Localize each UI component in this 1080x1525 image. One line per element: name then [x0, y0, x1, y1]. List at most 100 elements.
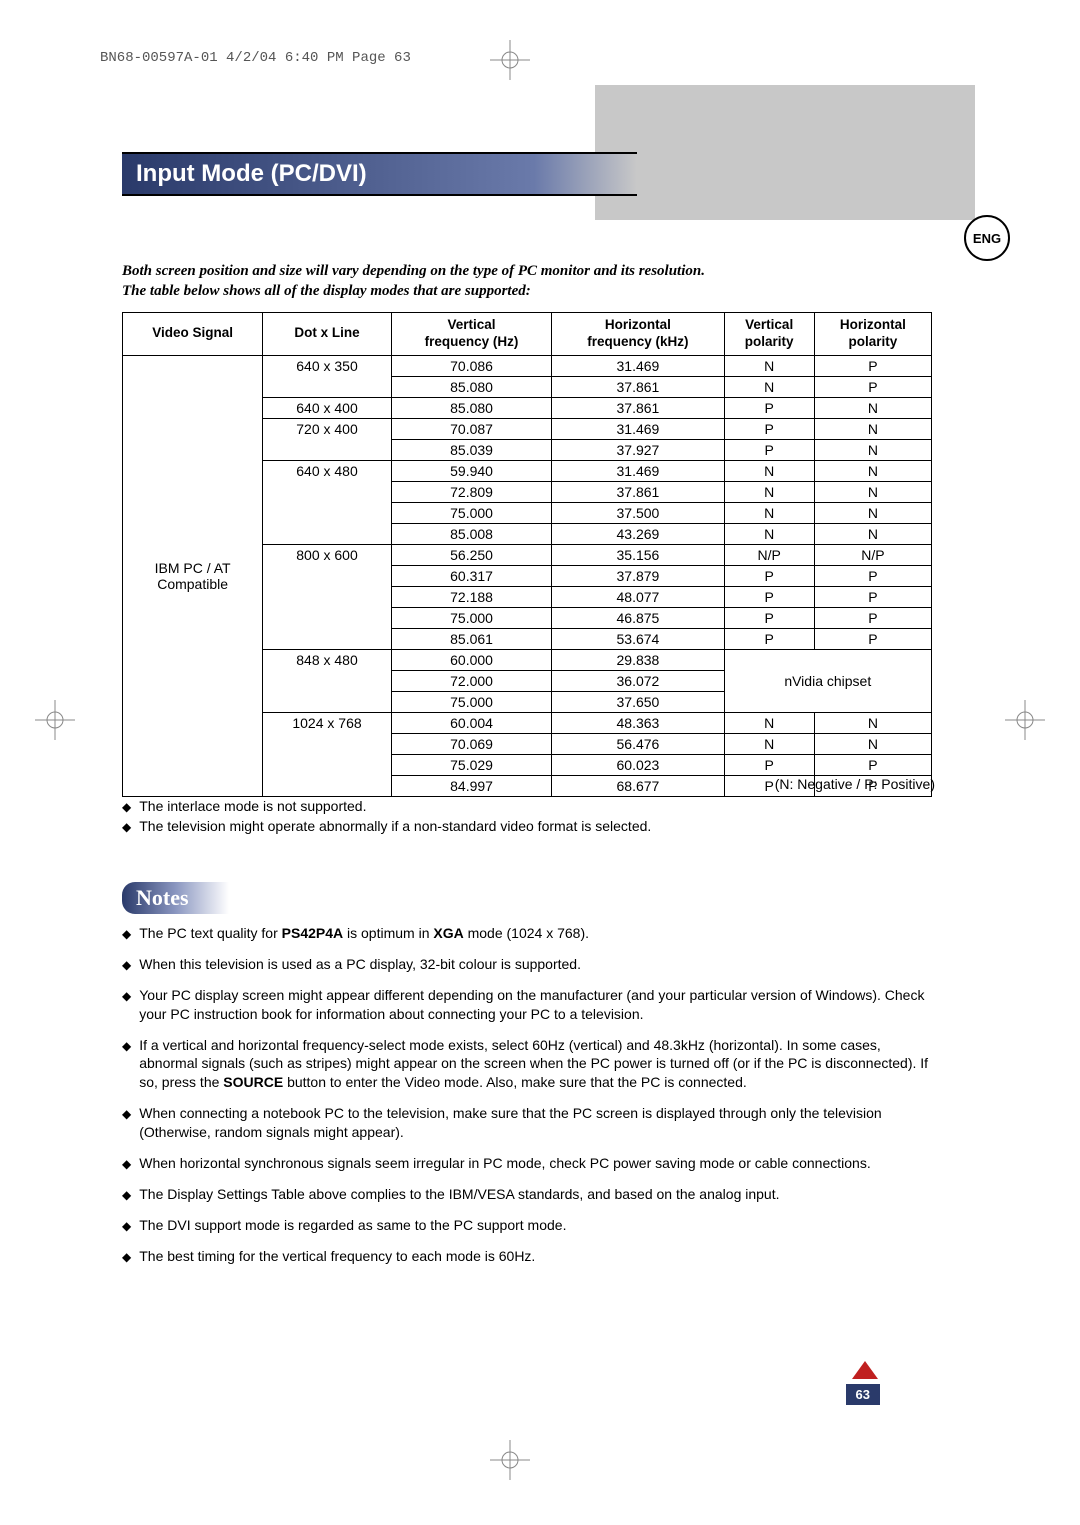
- hfreq-cell: 43.269: [552, 523, 724, 544]
- hpol-cell: P: [814, 376, 931, 397]
- notes-heading: Notes: [122, 882, 229, 914]
- diamond-icon: ◆: [122, 1036, 131, 1093]
- hpol-cell: N: [814, 733, 931, 754]
- hfreq-cell: 56.476: [552, 733, 724, 754]
- hfreq-cell: 48.363: [552, 712, 724, 733]
- table-header: Horizontalfrequency (kHz): [552, 313, 724, 356]
- vfreq-cell: 84.997: [391, 775, 552, 796]
- polarity-legend: (N: Negative / P: Positive): [775, 776, 935, 792]
- vfreq-cell: 56.250: [391, 544, 552, 565]
- hpol-cell: P: [814, 565, 931, 586]
- hfreq-cell: 37.927: [552, 439, 724, 460]
- hfreq-cell: 37.879: [552, 565, 724, 586]
- hfreq-cell: 48.077: [552, 586, 724, 607]
- hfreq-cell: 35.156: [552, 544, 724, 565]
- vpol-cell: N: [724, 376, 814, 397]
- hfreq-cell: 29.838: [552, 649, 724, 670]
- intro-line1: Both screen position and size will vary …: [122, 263, 705, 279]
- dot-line-cell: 720 x 400: [263, 418, 392, 460]
- hpol-cell: N: [814, 418, 931, 439]
- dot-line-cell: 640 x 400: [263, 397, 392, 418]
- crop-mark-right: [1005, 700, 1045, 740]
- note-text: When connecting a notebook PC to the tel…: [139, 1104, 937, 1142]
- hfreq-cell: 31.469: [552, 418, 724, 439]
- vpol-cell: P: [724, 607, 814, 628]
- dot-line-cell: 1024 x 768: [263, 712, 392, 796]
- page-number: 63: [846, 1384, 880, 1405]
- crop-mark-left: [35, 700, 75, 740]
- vpol-cell: P: [724, 418, 814, 439]
- note-text: The Display Settings Table above complie…: [139, 1185, 779, 1204]
- vfreq-cell: 60.000: [391, 649, 552, 670]
- hfreq-cell: 37.861: [552, 376, 724, 397]
- hfreq-cell: 46.875: [552, 607, 724, 628]
- modes-table: Video SignalDot x LineVerticalfrequency …: [122, 312, 932, 797]
- note-item: ◆The PC text quality for PS42P4A is opti…: [122, 924, 937, 943]
- vpol-cell: N: [724, 712, 814, 733]
- diamond-icon: ◆: [122, 1104, 131, 1142]
- modes-table-wrap: Video SignalDot x LineVerticalfrequency …: [122, 312, 932, 797]
- vfreq-cell: 72.000: [391, 670, 552, 691]
- hpol-cell: N: [814, 397, 931, 418]
- nvidia-cell: nVidia chipset: [724, 649, 931, 712]
- intro-text: Both screen position and size will vary …: [122, 262, 932, 301]
- table-header: Verticalpolarity: [724, 313, 814, 356]
- hpol-cell: N/P: [814, 544, 931, 565]
- hfreq-cell: 36.072: [552, 670, 724, 691]
- vpol-cell: N: [724, 355, 814, 376]
- table-header: Horizontalpolarity: [814, 313, 931, 356]
- diamond-icon: ◆: [122, 986, 131, 1024]
- diamond-icon: ◆: [122, 800, 131, 814]
- vfreq-cell: 85.080: [391, 376, 552, 397]
- dot-line-cell: 800 x 600: [263, 544, 392, 649]
- diamond-icon: ◆: [122, 1216, 131, 1235]
- vpol-cell: P: [724, 586, 814, 607]
- note-text: Your PC display screen might appear diff…: [139, 986, 937, 1024]
- hpol-cell: P: [814, 754, 931, 775]
- table-header: Verticalfrequency (Hz): [391, 313, 552, 356]
- vfreq-cell: 60.317: [391, 565, 552, 586]
- vpol-cell: P: [724, 397, 814, 418]
- video-signal-cell: IBM PC / ATCompatible: [123, 355, 263, 796]
- top-gray-block: [595, 85, 975, 220]
- hpol-cell: N: [814, 502, 931, 523]
- table-header: Dot x Line: [263, 313, 392, 356]
- intro-line2: The table below shows all of the display…: [122, 283, 531, 299]
- vpol-cell: N: [724, 460, 814, 481]
- crop-mark-top: [490, 40, 530, 80]
- hpol-cell: P: [814, 628, 931, 649]
- note-item: ◆The DVI support mode is regarded as sam…: [122, 1216, 937, 1235]
- hpol-cell: N: [814, 523, 931, 544]
- vpol-cell: P: [724, 565, 814, 586]
- hfreq-cell: 37.500: [552, 502, 724, 523]
- vpol-cell: P: [724, 628, 814, 649]
- after-table-note: ◆The television might operate abnormally…: [122, 818, 932, 834]
- hfreq-cell: 37.861: [552, 481, 724, 502]
- note-text: When this television is used as a PC dis…: [139, 955, 581, 974]
- vfreq-cell: 59.940: [391, 460, 552, 481]
- vfreq-cell: 72.188: [391, 586, 552, 607]
- vfreq-cell: 85.080: [391, 397, 552, 418]
- hfreq-cell: 53.674: [552, 628, 724, 649]
- note-text: The PC text quality for PS42P4A is optim…: [139, 924, 589, 943]
- notes-list: ◆ The PC text quality for PS42P4A is opti…: [122, 924, 937, 1278]
- language-badge: ENG: [964, 215, 1010, 261]
- diamond-icon: ◆: [122, 1154, 131, 1173]
- vpol-cell: P: [724, 439, 814, 460]
- vfreq-cell: 75.000: [391, 691, 552, 712]
- after-table-notes: ◆The interlace mode is not supported.◆Th…: [122, 798, 932, 838]
- note-item: ◆When connecting a notebook PC to the te…: [122, 1104, 937, 1142]
- diamond-icon: ◆: [122, 1185, 131, 1204]
- hpol-cell: N: [814, 481, 931, 502]
- note-item: ◆When this television is used as a PC di…: [122, 955, 937, 974]
- vfreq-cell: 75.000: [391, 502, 552, 523]
- table-header: Video Signal: [123, 313, 263, 356]
- dot-line-cell: 848 x 480: [263, 649, 392, 712]
- vpol-cell: N: [724, 523, 814, 544]
- note-item: ◆The best timing for the vertical freque…: [122, 1247, 937, 1266]
- hpol-cell: P: [814, 586, 931, 607]
- note-text: When horizontal synchronous signals seem…: [139, 1154, 870, 1173]
- note-text: If a vertical and horizontal frequency-s…: [139, 1036, 937, 1093]
- vfreq-cell: 75.029: [391, 754, 552, 775]
- dot-line-cell: 640 x 480: [263, 460, 392, 544]
